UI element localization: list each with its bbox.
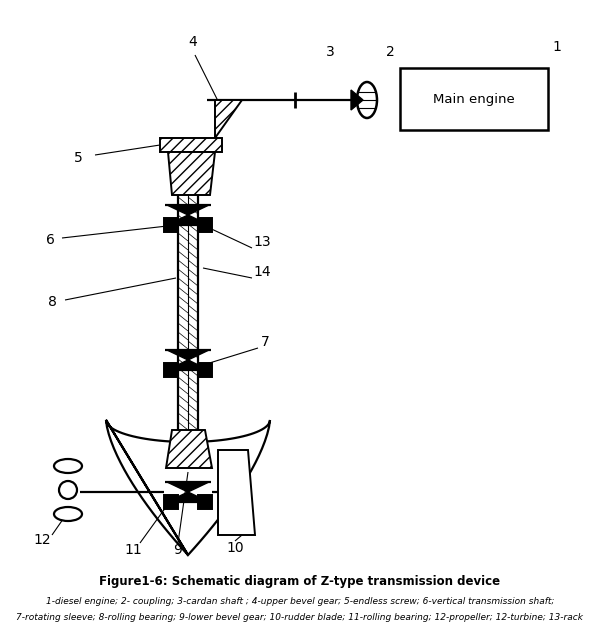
Text: 1: 1 (553, 40, 562, 54)
Text: 4: 4 (188, 35, 197, 49)
Polygon shape (167, 205, 209, 215)
Text: 5: 5 (74, 151, 82, 165)
Text: 1-diesel engine; 2- coupling; 3-cardan shaft ; 4-upper bevel gear; 5-endless scr: 1-diesel engine; 2- coupling; 3-cardan s… (46, 596, 554, 606)
Polygon shape (164, 363, 178, 377)
Text: 6: 6 (46, 233, 55, 247)
Polygon shape (167, 492, 209, 502)
Text: 13: 13 (253, 235, 271, 249)
Polygon shape (167, 350, 209, 360)
Polygon shape (167, 360, 209, 370)
Polygon shape (218, 450, 255, 535)
Bar (400, 68, 548, 130)
Polygon shape (160, 138, 222, 152)
Polygon shape (351, 90, 363, 110)
Ellipse shape (54, 507, 82, 521)
Text: 14: 14 (253, 265, 271, 279)
Polygon shape (164, 218, 178, 232)
Text: 2: 2 (386, 45, 394, 59)
Polygon shape (198, 218, 212, 232)
Text: Figure1-6: Schematic diagram of Z-type transmission device: Figure1-6: Schematic diagram of Z-type t… (100, 575, 500, 589)
Text: 12: 12 (33, 533, 51, 547)
Text: Main engine: Main engine (433, 93, 515, 105)
Polygon shape (198, 495, 212, 509)
Polygon shape (198, 363, 212, 377)
Text: 8: 8 (47, 295, 56, 309)
Polygon shape (106, 420, 270, 555)
Polygon shape (167, 215, 209, 225)
Ellipse shape (357, 82, 377, 118)
Circle shape (59, 481, 77, 499)
Text: 9: 9 (173, 543, 182, 557)
Ellipse shape (54, 459, 82, 473)
Polygon shape (166, 430, 212, 468)
Text: 10: 10 (226, 541, 244, 555)
Text: 7-rotating sleeve; 8-rolling bearing; 9-lower bevel gear; 10-rudder blade; 11-ro: 7-rotating sleeve; 8-rolling bearing; 9-… (17, 613, 583, 622)
Polygon shape (168, 152, 215, 195)
Polygon shape (164, 495, 178, 509)
Text: 3: 3 (326, 45, 334, 59)
Polygon shape (167, 482, 209, 492)
Text: 11: 11 (124, 543, 142, 557)
Polygon shape (215, 100, 242, 138)
Text: 7: 7 (260, 335, 269, 349)
